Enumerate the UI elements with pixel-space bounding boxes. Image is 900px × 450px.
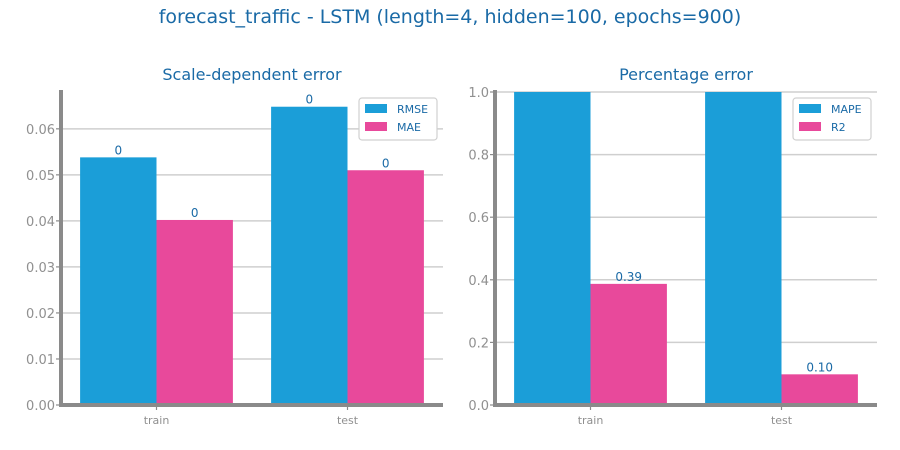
data-label: 0 <box>305 93 313 107</box>
legend-swatch-mae <box>365 122 387 131</box>
bar-rmse-train <box>80 157 157 405</box>
y-tick-label: 0.4 <box>468 274 489 289</box>
legend-label-rmse: RMSE <box>397 103 428 116</box>
legend-label-r2: R2 <box>831 121 846 134</box>
y-tick-label: 0.01 <box>26 353 55 368</box>
legend-label-mape: MAPE <box>831 103 862 116</box>
x-tick-label: test <box>771 414 793 427</box>
legend-swatch-mape <box>799 104 821 113</box>
legend: MAPE R2 <box>792 97 872 141</box>
legend: RMSE MAE <box>358 97 438 141</box>
figure-title: forecast_traffic - LSTM (length=4, hidde… <box>158 6 742 28</box>
data-label: 0 <box>191 206 199 220</box>
y-tick-label: 0.00 <box>26 399 55 414</box>
bar-mape-test <box>705 92 782 405</box>
bar-rmse-test <box>271 106 348 406</box>
bar-mae-test <box>347 170 424 405</box>
legend-swatch-r2 <box>799 122 821 131</box>
y-tick-label: 0.2 <box>468 336 489 351</box>
y-tick-label: 0.02 <box>26 307 55 322</box>
data-label: 0.10 <box>806 360 833 374</box>
data-label: 0 <box>382 156 390 170</box>
y-tick-label: 0.6 <box>468 211 489 226</box>
x-tick-label: train <box>144 414 170 427</box>
bar-mape-train <box>514 92 591 405</box>
x-tick-label: train <box>578 414 604 427</box>
bar-r2-test <box>781 374 858 405</box>
chart-1: Scale-dependent error 0.00 0.01 0.02 0.03 0.0… <box>26 65 443 427</box>
legend-label-mae: MAE <box>397 121 421 134</box>
y-tick-label: 1.0 <box>468 86 489 101</box>
y-tick-label: 0.8 <box>468 149 489 164</box>
chart-title: Scale-dependent error <box>162 65 342 84</box>
y-tick-label: 0.04 <box>26 215 55 230</box>
chart-2: Percentage error 0.0 0.2 0.4 0.6 0.8 1.0 0.39 tr… <box>468 65 877 427</box>
y-tick-label: 0.06 <box>26 123 55 138</box>
chart-title: Percentage error <box>619 65 753 84</box>
legend-swatch-rmse <box>365 104 387 113</box>
data-label: 0.39 <box>615 270 642 284</box>
bar-r2-train <box>590 283 667 405</box>
bar-mae-train <box>156 219 233 405</box>
y-tick-label: 0.03 <box>26 261 55 276</box>
y-tick-label: 0.0 <box>468 399 489 414</box>
data-label: 0 <box>114 143 122 157</box>
y-tick-label: 0.05 <box>26 169 55 184</box>
x-tick-label: test <box>337 414 359 427</box>
